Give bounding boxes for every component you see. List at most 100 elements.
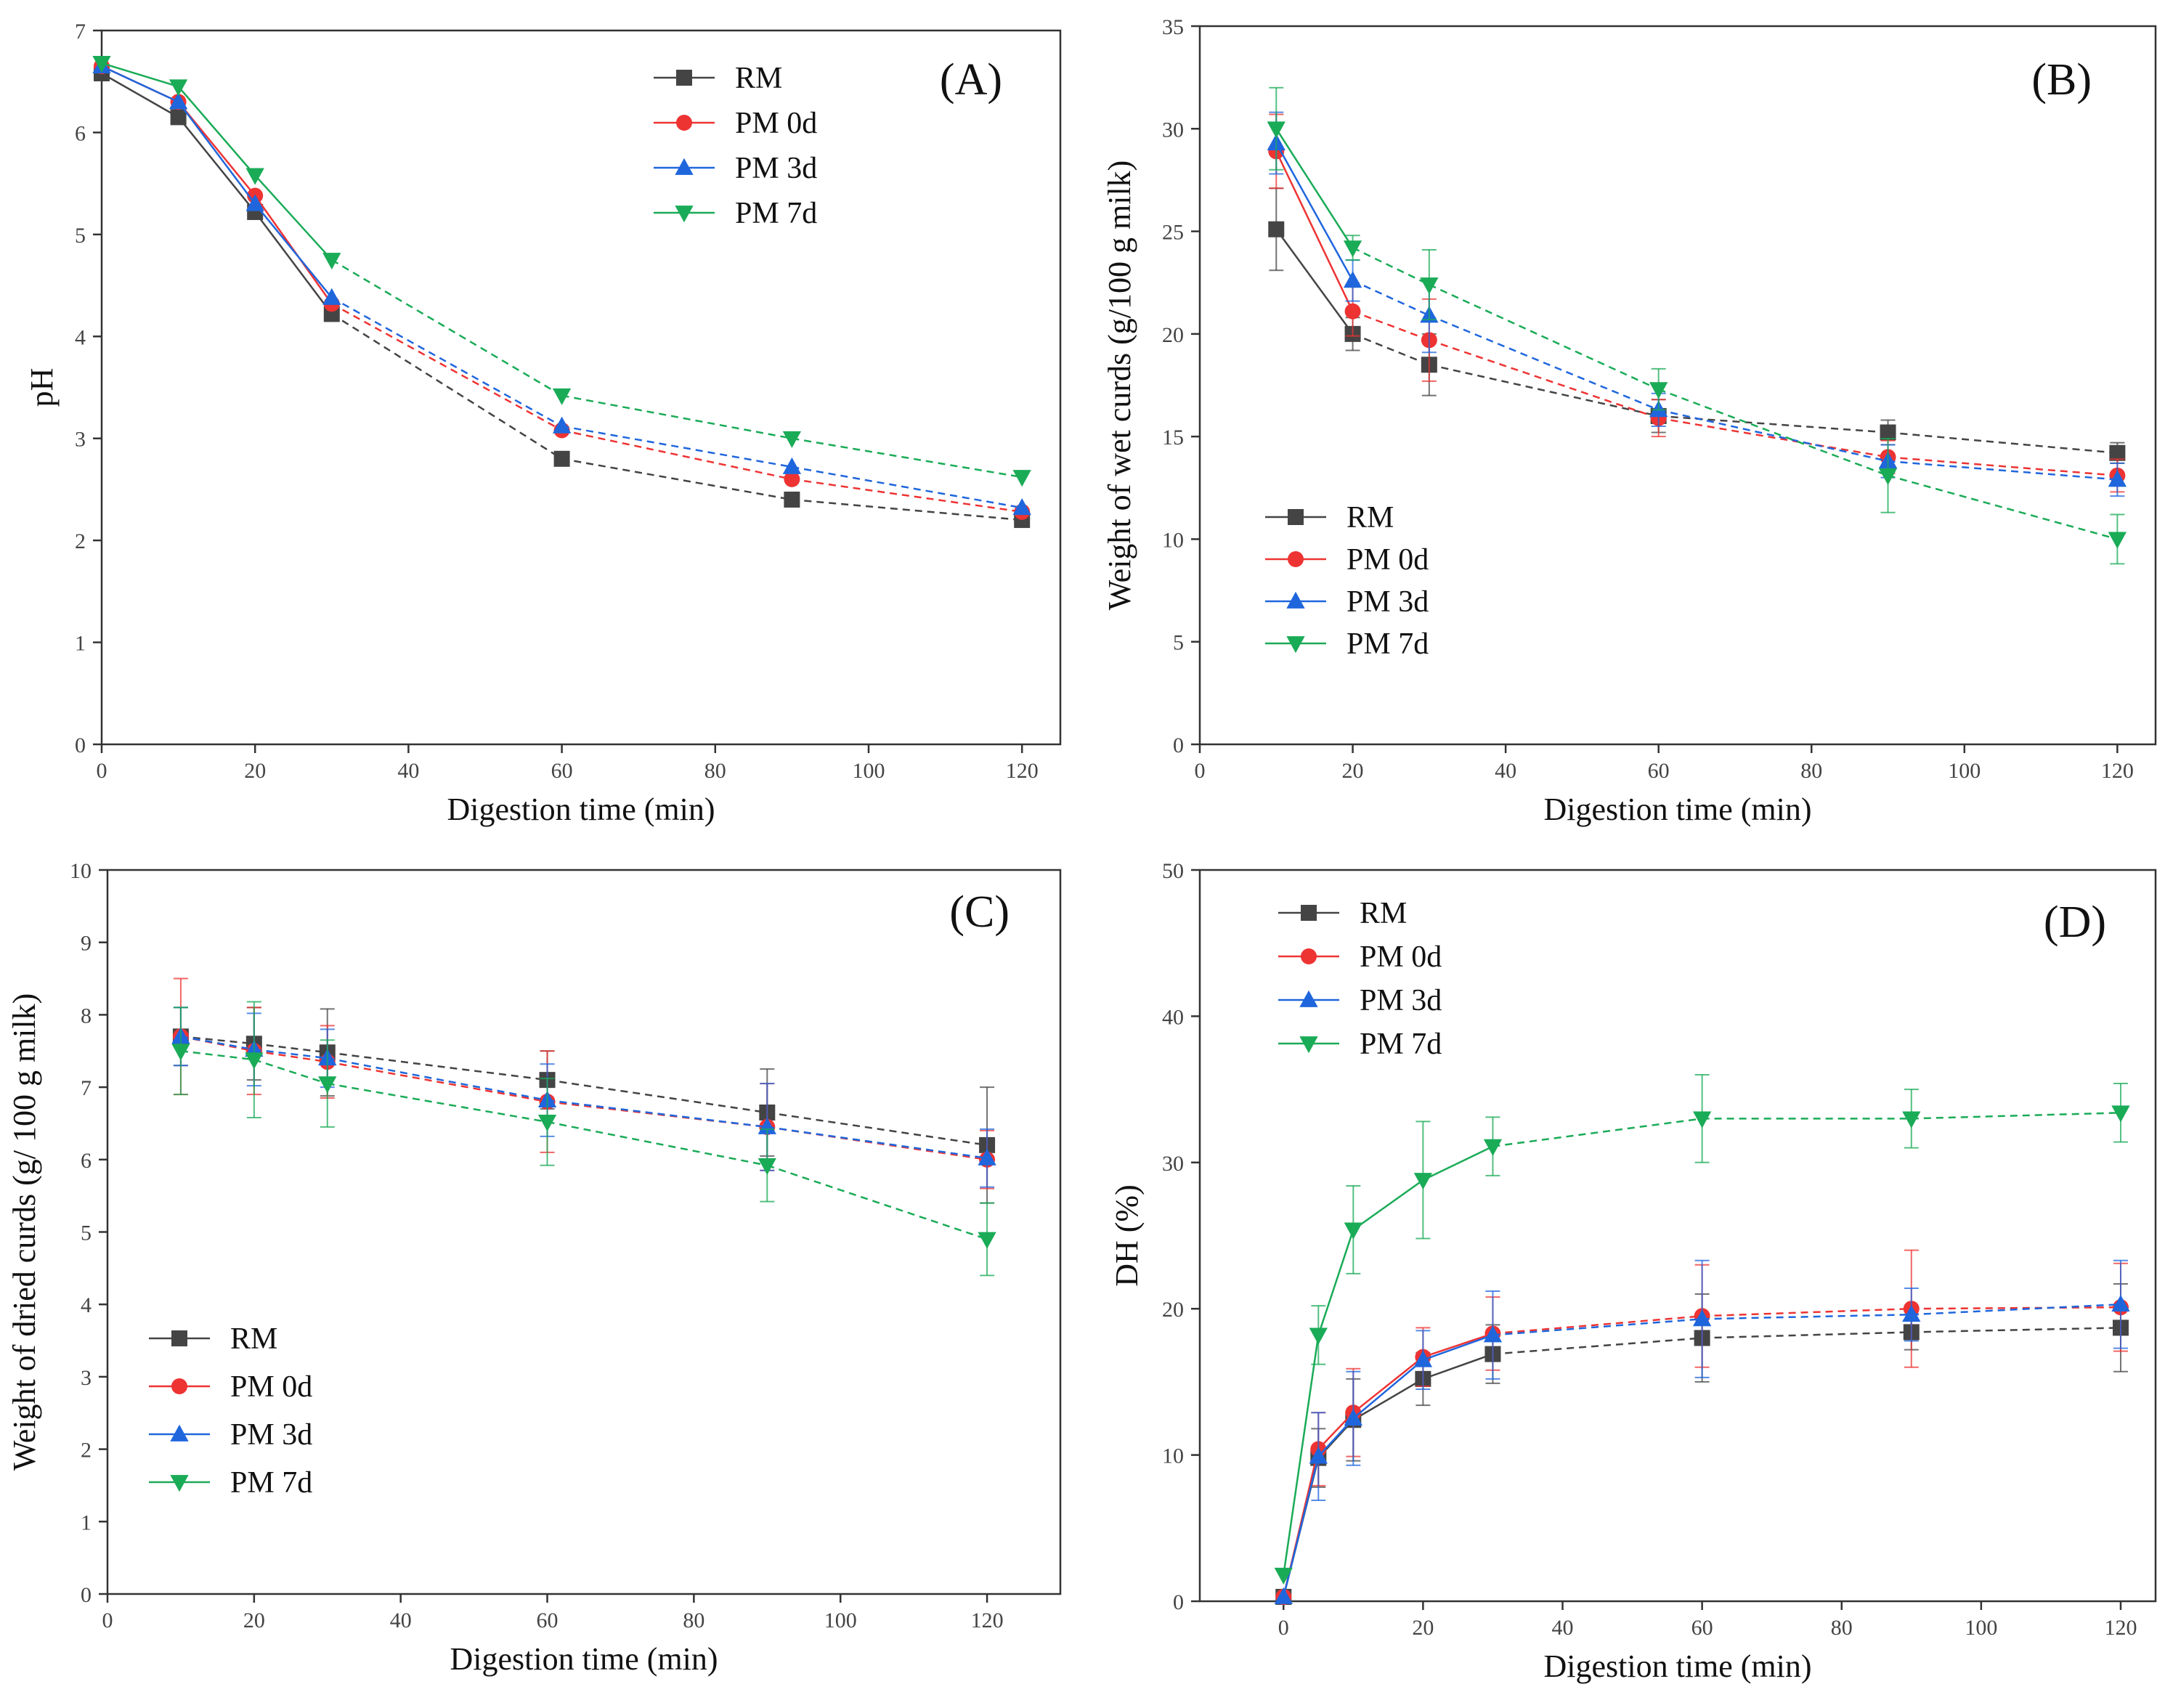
y-tick-label: 10 [1162,528,1184,552]
data-point [1344,1409,1362,1426]
series-line-segment [331,296,563,427]
y-tick-label: 30 [1162,1152,1184,1176]
data-point [978,1232,996,1249]
data-point [978,1148,996,1166]
series-line-segment [1352,1378,1424,1421]
y-tick-label: 25 [1162,221,1184,245]
y-axis-title: Weight of wet curds (g/100 g milk) [1102,160,1137,611]
series-pm-3d [92,56,1031,516]
panel-label: (B) [2031,55,2092,105]
data-point [1413,1173,1433,1190]
series-line-segment [1658,409,1888,463]
data-point [245,1052,264,1070]
panel-b: 0 20 40 60 80 100 120 0 5 10 15 20 25 30 35 Digestion t… [1102,15,2157,827]
series-line-segment [767,1111,988,1147]
series-line-segment [254,203,333,298]
data-point [2108,532,2127,549]
legend-marker [676,115,692,131]
x-tick-label: 120 [971,1609,1004,1632]
data-point [782,431,802,448]
y-tick-label: 8 [81,1004,92,1028]
panel-label: (D) [2044,898,2106,947]
y-tick-label: 1 [81,1510,92,1534]
y-tick-label: 15 [1162,426,1184,450]
panel-c: 0 20 40 60 80 100 120 0 1 2 3 4 5 6 7 8 9 10 Digestion tim… [7,859,1062,1677]
legend-marker [1301,948,1317,964]
series-line-segment [1492,1318,1702,1336]
x-tick-label: 120 [1006,759,1039,783]
legend: RM PM 0d PM 3d PM 7d [1278,897,1442,1061]
series-line-segment [547,1078,768,1114]
legend: RM PM 0d PM 3d PM 7d [149,1322,312,1500]
x-tick-label: 20 [1342,759,1364,783]
series-line-segment [1492,1118,1702,1147]
series-line-segment [1352,310,1430,341]
data-point [1274,1587,1293,1604]
data-point [1880,424,1896,441]
legend-marker [171,1378,187,1394]
data-point [1343,271,1362,288]
series-line-segment [1888,431,2118,454]
series-line-segment [327,1082,548,1123]
data-point [553,450,570,467]
y-tick-label: 5 [1173,631,1184,655]
data-point [1878,468,1898,486]
data-point [1268,221,1285,237]
x-tick-label: 0 [1278,1616,1289,1640]
legend-label: PM 0d [1360,940,1442,974]
data-point [322,288,341,305]
series-line-segment [177,116,256,213]
x-tick-label: 40 [1495,759,1516,783]
y-tick-label: 4 [75,325,86,349]
plot-frame [1198,25,2157,746]
y-tick-label: 5 [75,224,86,248]
x-tick-label: 100 [824,1609,857,1632]
panel-a: 0 20 40 60 80 100 120 0 1 2 3 4 5 6 7 Digestion time (m… [24,20,1062,827]
series-pm-7d [171,1001,996,1277]
series-line-segment [1422,1353,1493,1380]
y-tick-label: 40 [1162,1005,1184,1029]
y-tick-label: 0 [81,1583,92,1607]
data-point [757,1117,776,1134]
series-line-segment [561,458,792,501]
legend-marker [676,70,692,86]
x-tick-label: 60 [1691,1616,1713,1640]
series-line-segment [561,394,792,439]
data-point [168,79,188,97]
series-line-segment [331,259,563,396]
data-point [784,491,800,508]
series-line-segment [1275,128,1354,248]
legend-label: PM 7d [1347,627,1429,661]
data-point [318,1076,337,1094]
series-line-segment [561,429,792,481]
series-line-segment [1352,280,1430,317]
series-line-segment [1317,1412,1354,1450]
legend: RM PM 0d PM 3d PM 7d [1265,501,1429,661]
data-point [1267,121,1285,139]
data-point [1344,1222,1362,1240]
series-line-segment [1429,314,1660,411]
y-tick-label: 2 [75,529,86,553]
x-tick-label: 80 [683,1609,704,1632]
data-point [2111,1105,2130,1123]
series-line-segment [254,174,333,261]
series-line-segment [1911,1112,2121,1120]
series-line-segment [1422,1334,1493,1361]
data-point [245,168,264,185]
y-axis-title: DH (%) [1109,1184,1145,1287]
series-pm-7d [1267,86,2127,565]
legend: RM PM 0d PM 3d PM 7d [654,62,817,230]
data-point [322,253,341,270]
series-line-segment [1911,1306,2121,1310]
series-line-segment [327,1060,548,1103]
series-line-segment [253,1059,328,1085]
data-point [1413,1350,1433,1367]
legend-marker [1299,990,1318,1007]
y-tick-label: 9 [81,932,92,956]
series-line-segment [254,211,333,315]
x-tick-label: 20 [243,1609,265,1632]
series-line-segment [101,62,179,88]
legend-marker [170,1424,189,1441]
x-tick-label: 0 [102,1609,113,1632]
data-point [1649,382,1668,399]
